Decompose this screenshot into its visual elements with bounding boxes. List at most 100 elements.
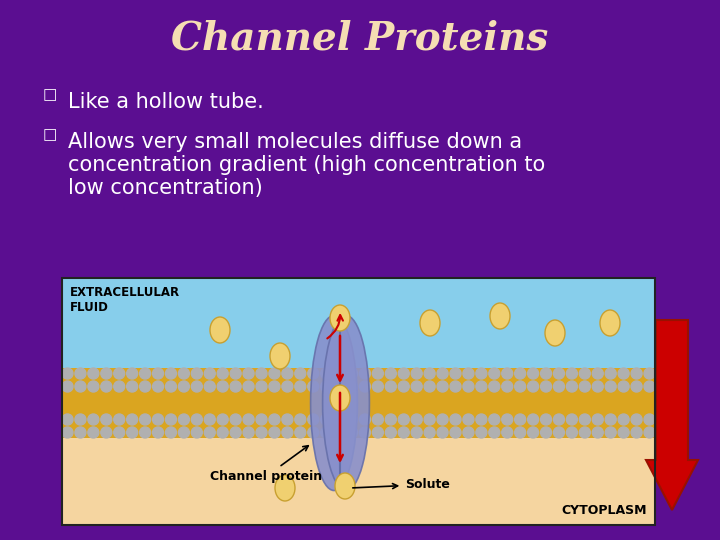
Circle shape [580,381,590,392]
Circle shape [127,414,138,425]
Circle shape [606,381,616,392]
Circle shape [580,427,590,438]
Circle shape [230,381,241,392]
Circle shape [424,427,435,438]
Text: CYTOPLASM: CYTOPLASM [562,504,647,517]
Circle shape [127,368,138,379]
Circle shape [243,368,254,379]
Circle shape [554,381,564,392]
Circle shape [554,427,564,438]
Circle shape [282,368,293,379]
Ellipse shape [420,310,440,336]
Circle shape [476,414,487,425]
Circle shape [450,381,461,392]
Circle shape [541,368,552,379]
Circle shape [424,414,435,425]
Circle shape [88,368,99,379]
Circle shape [463,368,474,379]
Circle shape [320,368,332,379]
Circle shape [75,427,86,438]
Circle shape [346,381,358,392]
Circle shape [463,414,474,425]
Circle shape [333,414,345,425]
Circle shape [372,414,384,425]
Circle shape [153,414,163,425]
Circle shape [217,427,228,438]
Circle shape [333,381,345,392]
Circle shape [502,381,513,392]
Circle shape [320,381,332,392]
Circle shape [398,368,409,379]
Circle shape [450,427,461,438]
Text: □: □ [42,87,57,103]
Circle shape [398,427,409,438]
Circle shape [217,368,228,379]
Circle shape [424,368,435,379]
Circle shape [644,381,655,392]
Circle shape [437,414,448,425]
Circle shape [140,368,150,379]
Circle shape [359,368,371,379]
Circle shape [114,427,125,438]
Circle shape [385,427,396,438]
Circle shape [204,368,215,379]
Circle shape [153,368,163,379]
Circle shape [606,427,616,438]
Circle shape [307,368,319,379]
Ellipse shape [330,385,350,411]
Circle shape [179,414,189,425]
Circle shape [62,427,73,438]
Circle shape [385,381,396,392]
Circle shape [204,381,215,392]
Circle shape [243,427,254,438]
Circle shape [411,368,422,379]
Circle shape [282,414,293,425]
Circle shape [411,414,422,425]
Circle shape [489,414,500,425]
Circle shape [489,381,500,392]
Circle shape [554,368,564,379]
Circle shape [411,381,422,392]
Ellipse shape [210,317,230,343]
Circle shape [489,368,500,379]
Ellipse shape [600,310,620,336]
Ellipse shape [490,303,510,329]
Circle shape [269,381,280,392]
Circle shape [359,414,371,425]
Circle shape [88,414,99,425]
Circle shape [541,414,552,425]
Circle shape [567,381,577,392]
Circle shape [320,414,332,425]
Circle shape [62,381,73,392]
Circle shape [256,427,267,438]
Circle shape [515,427,526,438]
Text: □: □ [42,127,57,143]
Circle shape [618,368,629,379]
Circle shape [606,368,616,379]
Circle shape [166,414,176,425]
Ellipse shape [545,320,565,346]
Circle shape [398,414,409,425]
Circle shape [256,381,267,392]
Circle shape [101,368,112,379]
Circle shape [153,381,163,392]
Circle shape [618,427,629,438]
Text: Channel protein: Channel protein [210,446,322,483]
Circle shape [398,381,409,392]
Circle shape [320,427,332,438]
Circle shape [593,381,603,392]
Circle shape [62,368,73,379]
Circle shape [359,427,371,438]
Circle shape [307,381,319,392]
Ellipse shape [270,343,290,369]
Circle shape [515,368,526,379]
Circle shape [644,414,655,425]
Ellipse shape [275,475,295,501]
Circle shape [541,381,552,392]
Circle shape [372,368,384,379]
Circle shape [580,414,590,425]
Ellipse shape [310,315,357,490]
Circle shape [346,427,358,438]
Ellipse shape [323,315,369,490]
Circle shape [528,427,539,438]
